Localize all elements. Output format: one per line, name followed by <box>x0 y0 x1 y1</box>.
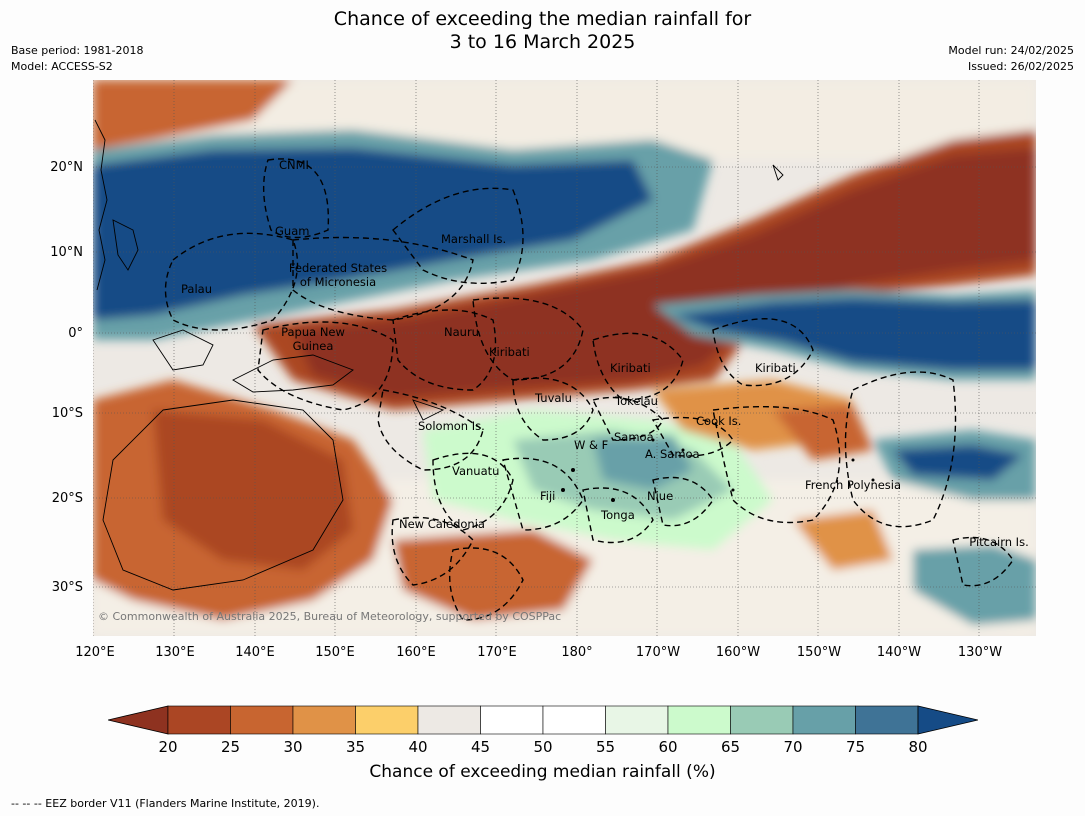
colorbar-tick-label: 50 <box>533 738 553 756</box>
colorbar-tick-label: 70 <box>783 738 803 756</box>
lat-label-10n: 10°N <box>50 245 83 260</box>
label-french-polynesia: French Polynesia <box>805 478 902 492</box>
label-marshall: Marshall Is. <box>441 232 507 246</box>
label-tuvalu: Tuvalu <box>535 391 572 405</box>
colorbar-segment <box>730 705 794 735</box>
colorbar-segment <box>667 705 731 735</box>
label-nauru: Nauru <box>444 325 479 339</box>
colorbar <box>108 705 978 735</box>
lon-label-120e: 120°E <box>75 645 115 660</box>
label-kiribati-west: Kiribati <box>489 345 530 359</box>
lon-label-130w: 130°W <box>957 645 1003 660</box>
rainfall-map-canvas <box>93 80 1036 636</box>
lon-label-160w: 160°W <box>715 645 761 660</box>
lon-label-170w: 170°W <box>635 645 681 660</box>
eez-borders <box>164 158 1014 621</box>
label-kiribati-central: Kiribati <box>610 361 651 375</box>
colorbar-extend-low <box>108 705 169 735</box>
lat-label-20s: 20°S <box>51 491 83 506</box>
colorbar-segment <box>167 705 231 735</box>
colorbar-segment <box>542 705 606 735</box>
lon-label-180: 180° <box>561 645 593 660</box>
colorbar-tick-label: 65 <box>720 738 741 756</box>
lat-label-10s: 10°S <box>51 406 83 421</box>
lon-label-150e: 150°E <box>315 645 355 660</box>
label-fiji: Fiji <box>540 489 556 503</box>
label-palau: Palau <box>181 282 212 296</box>
label-wallis-futuna: W & F <box>574 438 609 452</box>
label-tokelau: Tokelau <box>615 394 658 408</box>
colorbar-extend-high <box>917 705 978 735</box>
lon-label-140e: 140°E <box>235 645 275 660</box>
islands <box>561 438 875 502</box>
lon-label-150w: 150°W <box>796 645 842 660</box>
colorbar-label: Chance of exceeding median rainfall (%) <box>369 762 716 782</box>
colorbar-segment <box>605 705 669 735</box>
label-cnmi: CNMI <box>279 158 309 172</box>
colorbar-tick-label: 75 <box>845 738 866 756</box>
label-png: Papua New Guinea <box>281 325 345 353</box>
map-title-line1: Chance of exceeding the median rainfall … <box>333 8 752 30</box>
rainfall-field <box>93 80 1036 636</box>
label-solomon: Solomon Is. <box>418 419 485 433</box>
base-period: Base period: 1981-2018 <box>11 44 144 57</box>
colorbar-segment <box>855 705 919 735</box>
colorbar-segment <box>792 705 856 735</box>
colorbar-segment <box>230 705 294 735</box>
label-pitcairn: Pitcairn Is. <box>969 535 1029 549</box>
lon-label-140w: 140°W <box>876 645 922 660</box>
label-kiribati-east: Kiribati <box>755 361 796 375</box>
colorbar-tick-label: 20 <box>158 738 178 756</box>
colorbar-segment <box>417 705 481 735</box>
colorbar-tick-label: 40 <box>408 738 428 756</box>
model-run: Model run: 24/02/2025 <box>948 44 1074 57</box>
label-niue: Niue <box>647 489 674 503</box>
label-new-caledonia: New Caledonia <box>399 517 485 531</box>
label-fsm: Federated States of Micronesia <box>288 261 388 289</box>
lat-label-30s: 30°S <box>51 580 83 595</box>
lon-label-130e: 130°E <box>155 645 195 660</box>
rainfall-map: CNMI Guam Marshall Is. Federated States … <box>93 80 1036 636</box>
colorbar-tick-label: 35 <box>345 738 366 756</box>
map-graticule <box>93 80 1036 636</box>
lat-label-0: 0° <box>68 326 83 341</box>
label-samoa: Samoa <box>614 430 654 444</box>
issued-date: Issued: 26/02/2025 <box>967 60 1074 73</box>
copyright-notice: © Commonwealth of Australia 2025, Bureau… <box>98 610 562 623</box>
colorbar-segment <box>355 705 419 735</box>
eez-legend-note: -- -- -- EEZ border V11 (Flanders Marine… <box>11 797 320 810</box>
colorbar-tick-label: 60 <box>658 738 678 756</box>
lon-label-170e: 170°E <box>477 645 517 660</box>
colorbar-tick-label: 30 <box>283 738 303 756</box>
lon-label-160e: 160°E <box>396 645 436 660</box>
colorbar-segment <box>292 705 356 735</box>
colorbar-tick-label: 45 <box>470 738 491 756</box>
label-cook: Cook Is. <box>696 414 742 428</box>
colorbar-segment <box>480 705 544 735</box>
label-guam: Guam <box>275 224 310 238</box>
label-tonga: Tonga <box>601 508 635 522</box>
coastlines <box>94 119 784 591</box>
colorbar-tick-label: 25 <box>220 738 241 756</box>
colorbar-tick-label: 80 <box>908 738 928 756</box>
model-name: Model: ACCESS-S2 <box>11 60 113 73</box>
label-american-samoa: A. Samoa <box>645 447 700 461</box>
map-title-line2: 3 to 16 March 2025 <box>449 31 636 53</box>
colorbar-tick-label: 55 <box>595 738 616 756</box>
label-vanuatu: Vanuatu <box>452 464 500 478</box>
lat-label-20n: 20°N <box>50 160 83 175</box>
